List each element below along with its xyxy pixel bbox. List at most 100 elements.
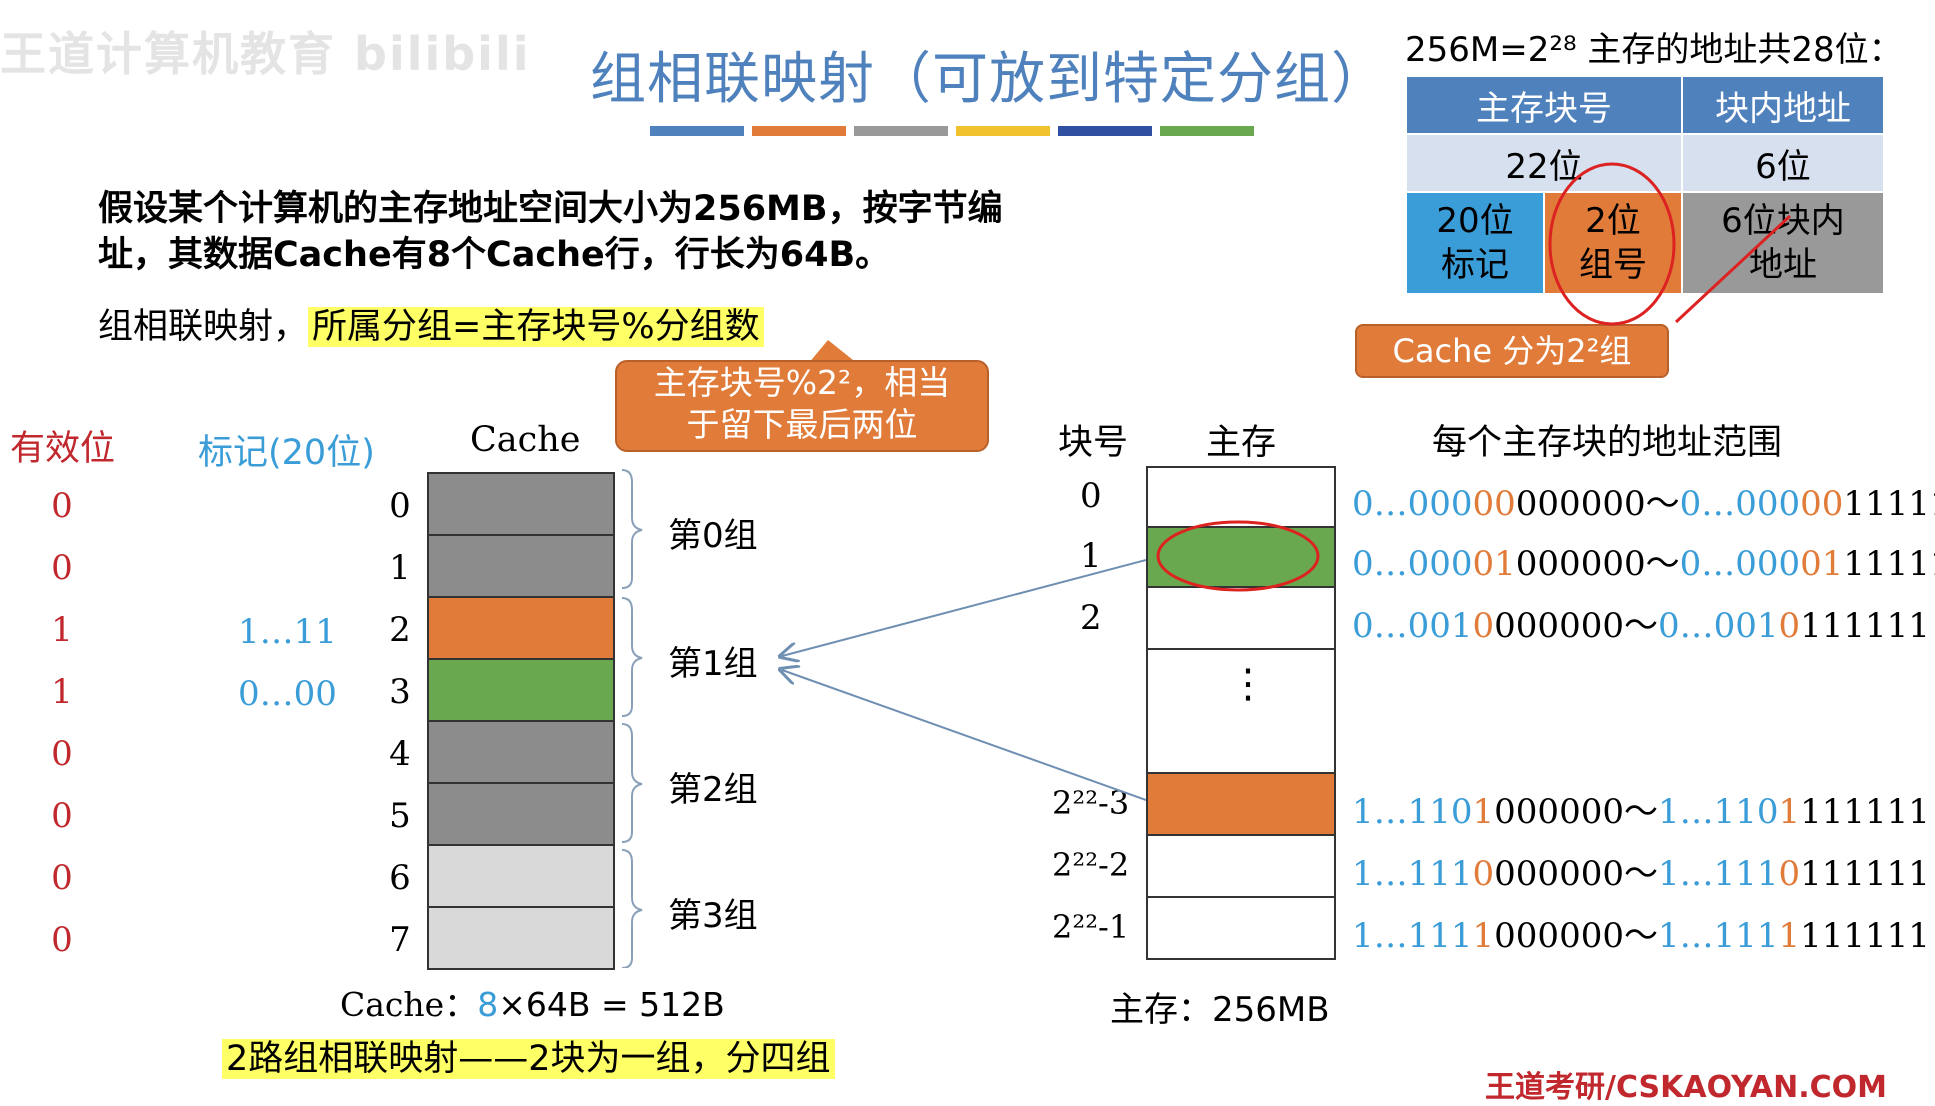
address-part-k2: 111111 bbox=[1800, 792, 1930, 832]
address-part-p2: 0…000 bbox=[1679, 484, 1801, 524]
cache-line-5 bbox=[427, 782, 615, 846]
rule-highlight: 所属分组=主存块号%分组数 bbox=[308, 307, 764, 347]
tag-value: 0…00 bbox=[238, 674, 337, 714]
tag-bits-line-1: 20位 bbox=[1436, 201, 1514, 241]
address-part-k: 000000 bbox=[1494, 792, 1624, 832]
cache-summary-text: 2路组相联映射——2块为一组，分四组 bbox=[222, 1039, 835, 1079]
callout-line-2: 于留下最后两位 bbox=[686, 405, 918, 444]
cache-line-number: 2 bbox=[389, 610, 411, 650]
address-range-row: 0…00000000000～0…00000111111 bbox=[1352, 476, 1935, 525]
address-range-row: 1…1111000000～1…1111111111 bbox=[1352, 908, 1930, 957]
address-part-k2: 111111 bbox=[1800, 854, 1930, 894]
address-part-sep: ～ bbox=[1645, 544, 1680, 584]
block-number-header-mem: 块号 bbox=[1058, 423, 1129, 463]
address-part-p: 0…001 bbox=[1352, 606, 1473, 646]
address-part-o: 01 bbox=[1472, 544, 1516, 584]
address-part-sep: ～ bbox=[1623, 792, 1658, 832]
cache-size: Cache：8×64B = 512B bbox=[340, 978, 725, 1026]
address-part-k: 000000 bbox=[1494, 916, 1624, 956]
address-part-o2: 1 bbox=[1778, 792, 1801, 832]
cache-line-number: 6 bbox=[389, 858, 411, 898]
address-part-p2: 1…110 bbox=[1657, 792, 1779, 832]
valid-bit: 0 bbox=[51, 920, 73, 960]
group-braces bbox=[621, 469, 643, 968]
callout-box: 主存块号%2²，相当 于留下最后两位 bbox=[615, 360, 989, 452]
offset-bits-line-2: 地址 bbox=[1749, 245, 1817, 285]
cache-line-2 bbox=[427, 596, 615, 660]
address-part-sep: ～ bbox=[1645, 484, 1680, 524]
address-part-k2: 111111 bbox=[1800, 606, 1930, 646]
valid-bit: 0 bbox=[51, 734, 73, 774]
address-part-p: 1…111 bbox=[1352, 854, 1473, 894]
group-bits-line-1: 2位 bbox=[1585, 201, 1641, 241]
mapping-arrow-2 bbox=[782, 670, 1147, 801]
address-part-o2: 1 bbox=[1778, 916, 1801, 956]
valid-bit: 1 bbox=[51, 672, 73, 712]
address-part-p: 1…110 bbox=[1352, 792, 1473, 832]
cache-size-label: Cache： bbox=[340, 985, 478, 1024]
address-part-sep: ～ bbox=[1623, 606, 1658, 646]
hand-circle-block-1 bbox=[1156, 520, 1320, 592]
valid-bit: 1 bbox=[51, 610, 73, 650]
block-offset-width: 6位 bbox=[1681, 133, 1885, 193]
valid-bit: 0 bbox=[51, 548, 73, 588]
group-label-0: 第0组 bbox=[668, 516, 758, 556]
address-bit-table: 主存块号 块内地址 22位 6位 20位 标记 2位 组号 6位块内 地址 bbox=[1405, 75, 1885, 295]
brace-group-0 bbox=[621, 469, 643, 589]
cache-size-rest: ×64B = 512B bbox=[498, 985, 725, 1024]
address-part-k: 000000 bbox=[1494, 606, 1624, 646]
address-range-row: 1…1101000000～1…1101111111 bbox=[1352, 784, 1930, 833]
memory-block-number-n2: 2²²-2 bbox=[1052, 846, 1130, 884]
memory-block-n1 bbox=[1146, 896, 1336, 960]
cache-line-number: 4 bbox=[389, 734, 411, 774]
group-label-2: 第2组 bbox=[668, 770, 758, 810]
cache-line-number: 1 bbox=[389, 548, 411, 588]
group-bits-line-2: 组号 bbox=[1579, 245, 1647, 285]
group-bits-cell: 2位 组号 bbox=[1543, 191, 1683, 295]
address-part-o2: 00 bbox=[1800, 484, 1844, 524]
rule-prefix: 组相联映射， bbox=[98, 307, 309, 347]
address-part-sep: ～ bbox=[1623, 916, 1658, 956]
block-number-width: 22位 bbox=[1405, 133, 1683, 193]
brand-footer: 王道考研/CSKAOYAN.COM bbox=[1485, 1070, 1887, 1105]
address-part-o: 1 bbox=[1472, 792, 1495, 832]
color-bar bbox=[1058, 126, 1152, 136]
address-part-k2: 111111 bbox=[1843, 544, 1935, 584]
address-part-o: 00 bbox=[1472, 484, 1516, 524]
memory-size: 主存：256MB bbox=[1110, 990, 1330, 1030]
group-count-badge: Cache 分为2²组 bbox=[1355, 324, 1669, 378]
tag-bits-cell: 20位 标记 bbox=[1405, 191, 1545, 295]
block-offset-header: 块内地址 bbox=[1681, 75, 1885, 135]
address-part-k: 000000 bbox=[1494, 854, 1624, 894]
color-bar bbox=[752, 126, 846, 136]
valid-bit: 0 bbox=[51, 858, 73, 898]
cache-size-count: 8 bbox=[477, 985, 499, 1024]
cache-line-number: 0 bbox=[389, 486, 411, 526]
brace-group-1 bbox=[621, 597, 643, 717]
address-range-row: 0…0010000000～0…0010111111 bbox=[1352, 598, 1930, 647]
color-bar bbox=[1160, 126, 1254, 136]
brace-group-2 bbox=[621, 723, 643, 843]
address-part-p2: 1…111 bbox=[1657, 854, 1779, 894]
address-part-p: 0…000 bbox=[1352, 484, 1473, 524]
mapping-arrow-1 bbox=[782, 559, 1147, 656]
intro-line-2: 址，其数据Cache有8个Cache行，行长为64B。 bbox=[98, 235, 891, 275]
address-part-o2: 01 bbox=[1800, 544, 1844, 584]
memory-block-number-n1: 2²²-1 bbox=[1052, 908, 1130, 946]
address-part-p2: 0…000 bbox=[1679, 544, 1801, 584]
color-bar bbox=[854, 126, 948, 136]
address-range-header: 每个主存块的地址范围 bbox=[1432, 423, 1783, 463]
address-width-note: 256M=2²⁸ 主存的地址共28位： bbox=[1405, 30, 1903, 70]
address-part-k: 000000 bbox=[1515, 544, 1646, 584]
intro-text: 假设某个计算机的主存地址空间大小为256MB，按字节编 址，其数据Cache有8… bbox=[98, 186, 1003, 278]
mapping-rule: 组相联映射， 所属分组=主存块号%分组数 bbox=[98, 298, 764, 349]
intro-line-1: 假设某个计算机的主存地址空间大小为256MB，按字节编 bbox=[98, 189, 1003, 229]
color-bar bbox=[956, 126, 1050, 136]
cache-line-6 bbox=[427, 844, 615, 908]
page-title: 组相联映射（可放到特定分组） bbox=[590, 47, 1388, 112]
valid-bit: 0 bbox=[51, 796, 73, 836]
hand-line bbox=[1674, 214, 1792, 324]
address-part-o2: 0 bbox=[1778, 854, 1801, 894]
address-part-k: 000000 bbox=[1515, 484, 1646, 524]
memory-block-n3 bbox=[1146, 772, 1336, 836]
